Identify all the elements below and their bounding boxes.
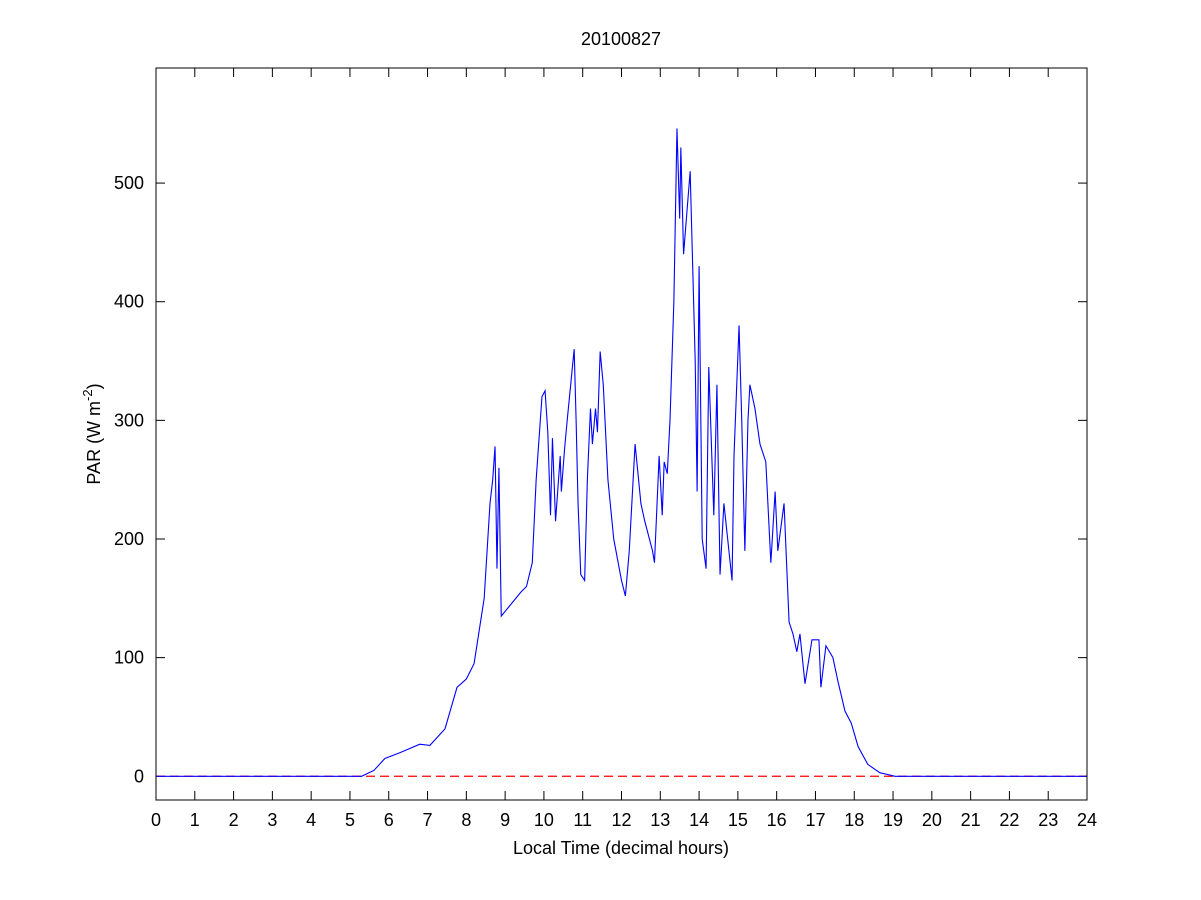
y-axis-label-sup: -2 (80, 389, 95, 401)
x-tick-label: 18 (844, 810, 864, 830)
x-tick-label: 14 (689, 810, 709, 830)
x-tick-label: 5 (345, 810, 355, 830)
x-tick-label: 11 (573, 810, 592, 830)
x-tick-label: 3 (267, 810, 277, 830)
y-axis-label-end: ) (84, 383, 104, 389)
x-tick-label: 7 (423, 810, 433, 830)
y-tick-label: 100 (114, 648, 144, 668)
x-tick-label: 22 (999, 810, 1019, 830)
y-tick-label: 200 (114, 529, 144, 549)
x-tick-label: 13 (650, 810, 670, 830)
x-tick-label: 8 (461, 810, 471, 830)
plot-area (156, 68, 1087, 800)
y-tick-label: 300 (114, 410, 144, 430)
x-tick-label: 9 (500, 810, 510, 830)
x-tick-label: 21 (961, 810, 981, 830)
x-tick-label: 20 (922, 810, 942, 830)
x-tick-label: 6 (384, 810, 394, 830)
x-tick-label: 17 (805, 810, 825, 830)
y-tick-label: 400 (114, 292, 144, 312)
chart-title: 20100827 (581, 29, 661, 49)
x-tick-label: 4 (306, 810, 316, 830)
x-tick-label: 19 (883, 810, 903, 830)
x-tick-label: 24 (1077, 810, 1097, 830)
x-tick-label: 0 (151, 810, 161, 830)
x-axis-label: Local Time (decimal hours) (513, 838, 729, 858)
y-tick-label: 500 (114, 173, 144, 193)
y-axis-label: PAR (W m-2) (80, 383, 104, 484)
x-tick-label: 23 (1038, 810, 1058, 830)
x-tick-label: 15 (728, 810, 748, 830)
x-tick-label: 16 (767, 810, 787, 830)
x-tick-label: 10 (534, 810, 554, 830)
x-tick-label: 12 (611, 810, 631, 830)
x-tick-label: 1 (190, 810, 200, 830)
data-line (156, 128, 1087, 777)
y-tick-label: 0 (134, 766, 144, 786)
x-tick-label: 2 (229, 810, 239, 830)
axes-box (155, 67, 1088, 801)
y-axis-label-text: PAR (W m (84, 401, 104, 485)
